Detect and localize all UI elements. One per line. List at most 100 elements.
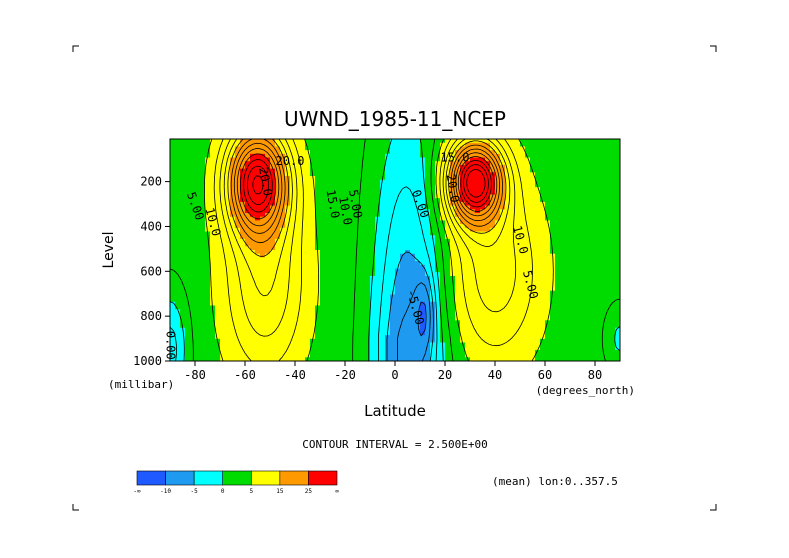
contour-fill-cell [205, 283, 211, 288]
contour-fill-cell [370, 227, 376, 233]
contour-fill-cell [405, 227, 411, 233]
contour-fill-cell [255, 250, 261, 255]
contour-fill-cell [210, 342, 216, 347]
contour-fill-cell [450, 235, 456, 240]
contour-fill-cell [180, 205, 186, 210]
contour-fill-cell [410, 201, 416, 207]
contour-fill-cell [265, 161, 271, 166]
contour-fill-cell [180, 338, 186, 344]
contour-fill-cell [380, 301, 386, 307]
contour-fill-cell [395, 331, 401, 336]
contour-fill-cell [500, 205, 506, 210]
contour-fill-cell [255, 176, 261, 181]
contour-fill-cell [335, 290, 341, 295]
contour-fill-cell [205, 298, 211, 303]
contour-fill-cell [530, 342, 536, 347]
contour-fill-cell [520, 253, 526, 258]
contour-fill-cell [485, 309, 491, 314]
contour-fill-cell [320, 309, 326, 314]
contour-fill-cell [465, 287, 471, 292]
contour-fill-cell [460, 176, 466, 181]
contour-fill-cell [465, 298, 471, 303]
contour-fill-cell [395, 179, 401, 184]
contour-fill-cell [495, 268, 501, 273]
contour-fill-cell [380, 257, 386, 262]
contour-fill-cell [170, 320, 176, 325]
contour-fill-cell [470, 224, 476, 229]
contour-fill-cell [305, 279, 311, 284]
contour-fill-cell [555, 268, 561, 273]
contour-fill-cell [500, 194, 506, 199]
contour-fill-cell [325, 235, 331, 240]
contour-fill-cell [370, 335, 376, 340]
contour-fill-cell [455, 298, 461, 303]
contour-fill-cell [440, 238, 446, 244]
contour-fill-cell [575, 357, 581, 361]
contour-fill-cell [380, 346, 386, 351]
contour-fill-cell [555, 261, 561, 266]
contour-fill-cell [540, 209, 546, 214]
contour-fill-cell [335, 305, 341, 310]
contour-fill-cell [355, 242, 361, 247]
contour-fill-cell [525, 157, 531, 162]
contour-fill-cell [535, 246, 541, 251]
contour-fill-cell [230, 357, 236, 361]
contour-fill-cell [300, 272, 306, 277]
contour-fill-cell [360, 153, 366, 159]
contour-fill-cell [220, 242, 226, 247]
contour-fill-cell [580, 324, 586, 329]
contour-fill-cell [350, 305, 356, 310]
contour-fill-cell [250, 346, 256, 351]
contour-fill-cell [365, 187, 371, 192]
contour-fill-cell [285, 283, 291, 288]
contour-fill-cell [405, 235, 411, 240]
contour-fill-cell [555, 279, 561, 284]
contour-fill-cell [235, 353, 241, 358]
contour-fill-cell [200, 227, 206, 233]
contour-fill-cell [385, 172, 391, 177]
contour-fill-cell [405, 312, 411, 318]
contour-fill-cell [480, 327, 486, 332]
contour-fill-cell [325, 194, 331, 199]
contour-fill-cell [490, 264, 496, 270]
contour-fill-cell [230, 190, 236, 196]
contour-fill-cell [570, 172, 576, 177]
contour-fill-cell [550, 246, 556, 251]
contour-fill-cell [580, 268, 586, 273]
contour-fill-cell [585, 161, 591, 166]
contour-fill-cell [190, 198, 196, 203]
contour-fill-cell [575, 338, 581, 344]
contour-fill-cell [400, 201, 406, 207]
contour-fill-cell [495, 257, 501, 262]
contour-fill-cell [275, 238, 281, 244]
contour-fill-cell [495, 157, 501, 162]
contour-fill-cell [330, 353, 336, 358]
contour-fill-cell [350, 298, 356, 303]
contour-fill-cell [575, 346, 581, 351]
contour-fill-cell [560, 246, 566, 251]
contour-fill-cell [410, 157, 416, 162]
contour-fill-cell [475, 168, 481, 173]
contour-fill-cell [300, 264, 306, 270]
contour-fill-cell [330, 298, 336, 303]
contour-fill-cell [265, 338, 271, 344]
contour-fill-cell [470, 250, 476, 255]
contour-fill-cell [190, 357, 196, 361]
contour-fill-cell [380, 327, 386, 332]
contour-fill-cell [350, 231, 356, 236]
contour-fill-cell [365, 227, 371, 233]
contour-fill-cell [245, 205, 251, 210]
contour-fill-cell [545, 153, 551, 159]
contour-fill-cell [275, 176, 281, 181]
contour-fill-cell [195, 320, 201, 325]
contour-fill-cell [550, 301, 556, 307]
contour-fill-cell [515, 205, 521, 210]
contour-fill-cell [300, 283, 306, 288]
contour-fill-cell [465, 172, 471, 177]
contour-fill-cell [375, 301, 381, 307]
contour-fill-cell [500, 198, 506, 203]
contour-fill-cell [370, 261, 376, 266]
contour-fill-cell [475, 231, 481, 236]
contour-fill-cell [215, 305, 221, 310]
contour-fill-cell [515, 227, 521, 233]
